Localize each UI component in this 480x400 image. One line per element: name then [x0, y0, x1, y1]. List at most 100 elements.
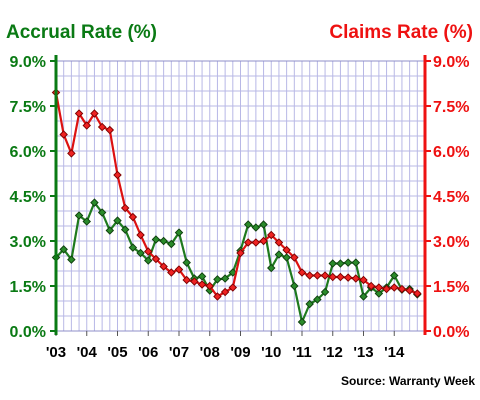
right-tick-label: 1.5% [433, 279, 469, 296]
claims-point [282, 245, 291, 255]
claims-point [366, 281, 376, 291]
accrual-point [197, 272, 207, 281]
accrual-point [90, 198, 99, 207]
accrual-point [136, 248, 145, 258]
accrual-point [167, 239, 176, 249]
claims-point [220, 287, 230, 297]
claims-point [243, 238, 253, 247]
left-tick-label: 1.5% [10, 279, 46, 296]
x-tick-label: '12 [323, 344, 343, 361]
left-tick-label: 7.5% [10, 99, 46, 116]
claims-point [190, 277, 199, 286]
left-tick-label: 0.0% [10, 324, 46, 341]
claims-point [97, 122, 107, 132]
accrual-point [267, 263, 276, 273]
claims-point [328, 272, 337, 282]
x-tick-label: '10 [261, 344, 281, 361]
accrual-point [182, 258, 191, 267]
right-axis-ticks: 0.0% 1.5% 3.0% 4.5% 6.0% 7.5% 9.0% [425, 54, 469, 341]
accrual-point [251, 223, 261, 232]
claims-point [205, 281, 214, 291]
claims-point [228, 283, 238, 292]
accrual-point [113, 216, 122, 225]
accrual-series [51, 198, 422, 327]
plot-grid [55, 60, 426, 332]
accrual-point [213, 275, 222, 284]
accrual-point [67, 255, 76, 264]
claims-point [182, 275, 191, 285]
x-tick-label: '11 [292, 344, 311, 361]
series-layer [51, 88, 422, 327]
accrual-point [74, 211, 84, 220]
left-axis-title: Accrual Rate (%) [6, 22, 157, 43]
accrual-point [343, 258, 353, 267]
claims-point [274, 238, 284, 247]
claims-point [290, 253, 299, 262]
accrual-point [274, 250, 284, 259]
accrual-point [390, 271, 399, 280]
x-tick-label: '06 [138, 344, 158, 361]
claims-point [159, 262, 168, 271]
accrual-point [97, 208, 107, 217]
claims-point [82, 121, 91, 130]
accrual-point [59, 245, 68, 254]
claims-point [390, 283, 399, 292]
claims-point [105, 125, 115, 135]
claims-point [382, 284, 391, 294]
accrual-point [128, 243, 138, 252]
claims-point [59, 130, 68, 139]
claims-point [359, 275, 368, 285]
claims-point [213, 292, 222, 301]
accrual-point [374, 289, 384, 298]
claims-point [251, 238, 261, 247]
accrual-point [259, 220, 268, 229]
claims-point [374, 283, 384, 292]
x-tick-label: '08 [200, 344, 220, 361]
claims-point [128, 212, 138, 222]
right-tick-label: 6.0% [433, 144, 469, 161]
right-tick-label: 4.5% [433, 189, 469, 206]
accrual-point [243, 220, 253, 229]
accrual-point [144, 256, 153, 265]
claims-series [51, 88, 422, 301]
claims-point [236, 248, 245, 258]
claims-point [351, 274, 361, 283]
accrual-point [82, 217, 91, 226]
accrual-point [228, 268, 238, 277]
claims-point [336, 272, 345, 282]
accrual-point [351, 258, 361, 267]
accrual-point [336, 259, 345, 268]
claims-point [397, 284, 407, 294]
claims-point [136, 230, 145, 240]
accrual-point [320, 287, 330, 297]
claims-point [267, 230, 276, 240]
claims-point [67, 149, 76, 158]
claims-point [343, 273, 353, 282]
claims-point [305, 271, 314, 280]
claims-point [144, 247, 153, 256]
left-tick-label: 6.0% [10, 144, 46, 161]
right-axis-title: Claims Rate (%) [329, 22, 473, 43]
claims-point [120, 203, 130, 213]
claims-point [259, 236, 268, 246]
claims-point [74, 109, 84, 118]
right-tick-label: 9.0% [433, 54, 469, 71]
claims-point [197, 280, 207, 289]
x-tick-label: '13 [353, 344, 373, 361]
claims-point [113, 170, 122, 180]
x-axis-ticks: '03 '04 '05 '06 '07 '08 '09 '10 '11 '12 '13 '14 [46, 331, 405, 361]
right-tick-label: 0.0% [433, 324, 469, 341]
claims-point [413, 289, 422, 298]
accrual-point [159, 236, 168, 246]
x-tick-label: '14 [384, 344, 405, 361]
left-tick-label: 9.0% [10, 54, 46, 71]
x-tick-label: '05 [107, 344, 127, 361]
accrual-point [313, 295, 322, 304]
claims-point [297, 268, 307, 277]
x-tick-label: '09 [230, 344, 250, 361]
x-tick-label: '07 [169, 344, 189, 361]
accrual-point [220, 274, 230, 283]
accrual-point [359, 292, 368, 301]
claims-point [405, 286, 414, 295]
